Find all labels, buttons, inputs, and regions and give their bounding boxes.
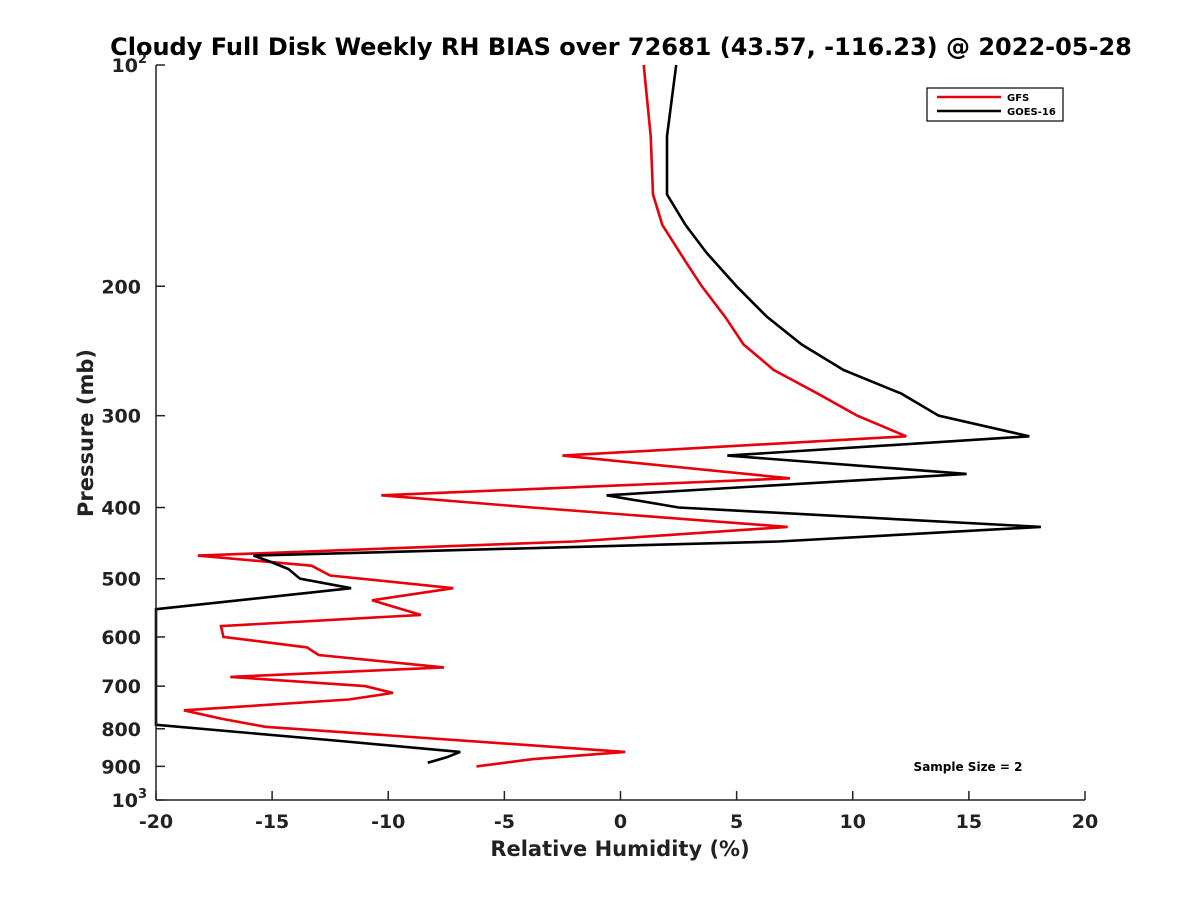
x-tick-label: -15: [255, 811, 289, 833]
series-layer: [154, 64, 1041, 768]
x-axis-label: Relative Humidity (%): [490, 837, 749, 861]
y-tick-label: 300: [101, 406, 141, 428]
x-tick-label: 10: [840, 811, 866, 833]
y-tick-label: 102: [112, 52, 148, 77]
legend-label-gfs: GFS: [1007, 93, 1029, 104]
x-tick-label: -20: [139, 811, 173, 833]
legend: GFS GOES-16: [926, 87, 1064, 122]
x-tick-label: 20: [1072, 811, 1098, 833]
y-tick-label: 103: [112, 787, 148, 812]
legend-label-goes16: GOES-16: [1007, 107, 1056, 118]
legend-box: [926, 87, 1064, 122]
x-tick-label: -10: [371, 811, 405, 833]
y-tick-label: 800: [101, 719, 141, 741]
x-ticks: -20 -15 -10 -5 0 5 10 15 20: [139, 791, 1098, 833]
x-tick-label: 15: [956, 811, 982, 833]
series-line-goes-16: [154, 64, 1041, 765]
y-tick-label: 400: [101, 498, 141, 520]
y-tick-label: 900: [101, 756, 141, 778]
x-tick-label: -5: [494, 811, 515, 833]
y-axis-label: Pressure (mb): [74, 349, 98, 517]
y-tick-label: 700: [101, 676, 141, 698]
x-tick-label: 5: [730, 811, 743, 833]
y-tick-label: 600: [101, 627, 141, 649]
x-tick-label: 0: [614, 811, 627, 833]
y-tick-label: 500: [101, 569, 141, 591]
axes-layer: [155, 65, 1085, 801]
sample-size-annotation: Sample Size = 2: [914, 760, 1023, 774]
chart-title: Cloudy Full Disk Weekly RH BIAS over 726…: [110, 33, 1132, 61]
y-tick-label: 200: [101, 276, 141, 298]
y-ticks: 102 200 300 400 500 600 700 800 900 103: [101, 52, 165, 812]
series-line-gfs: [183, 64, 907, 768]
